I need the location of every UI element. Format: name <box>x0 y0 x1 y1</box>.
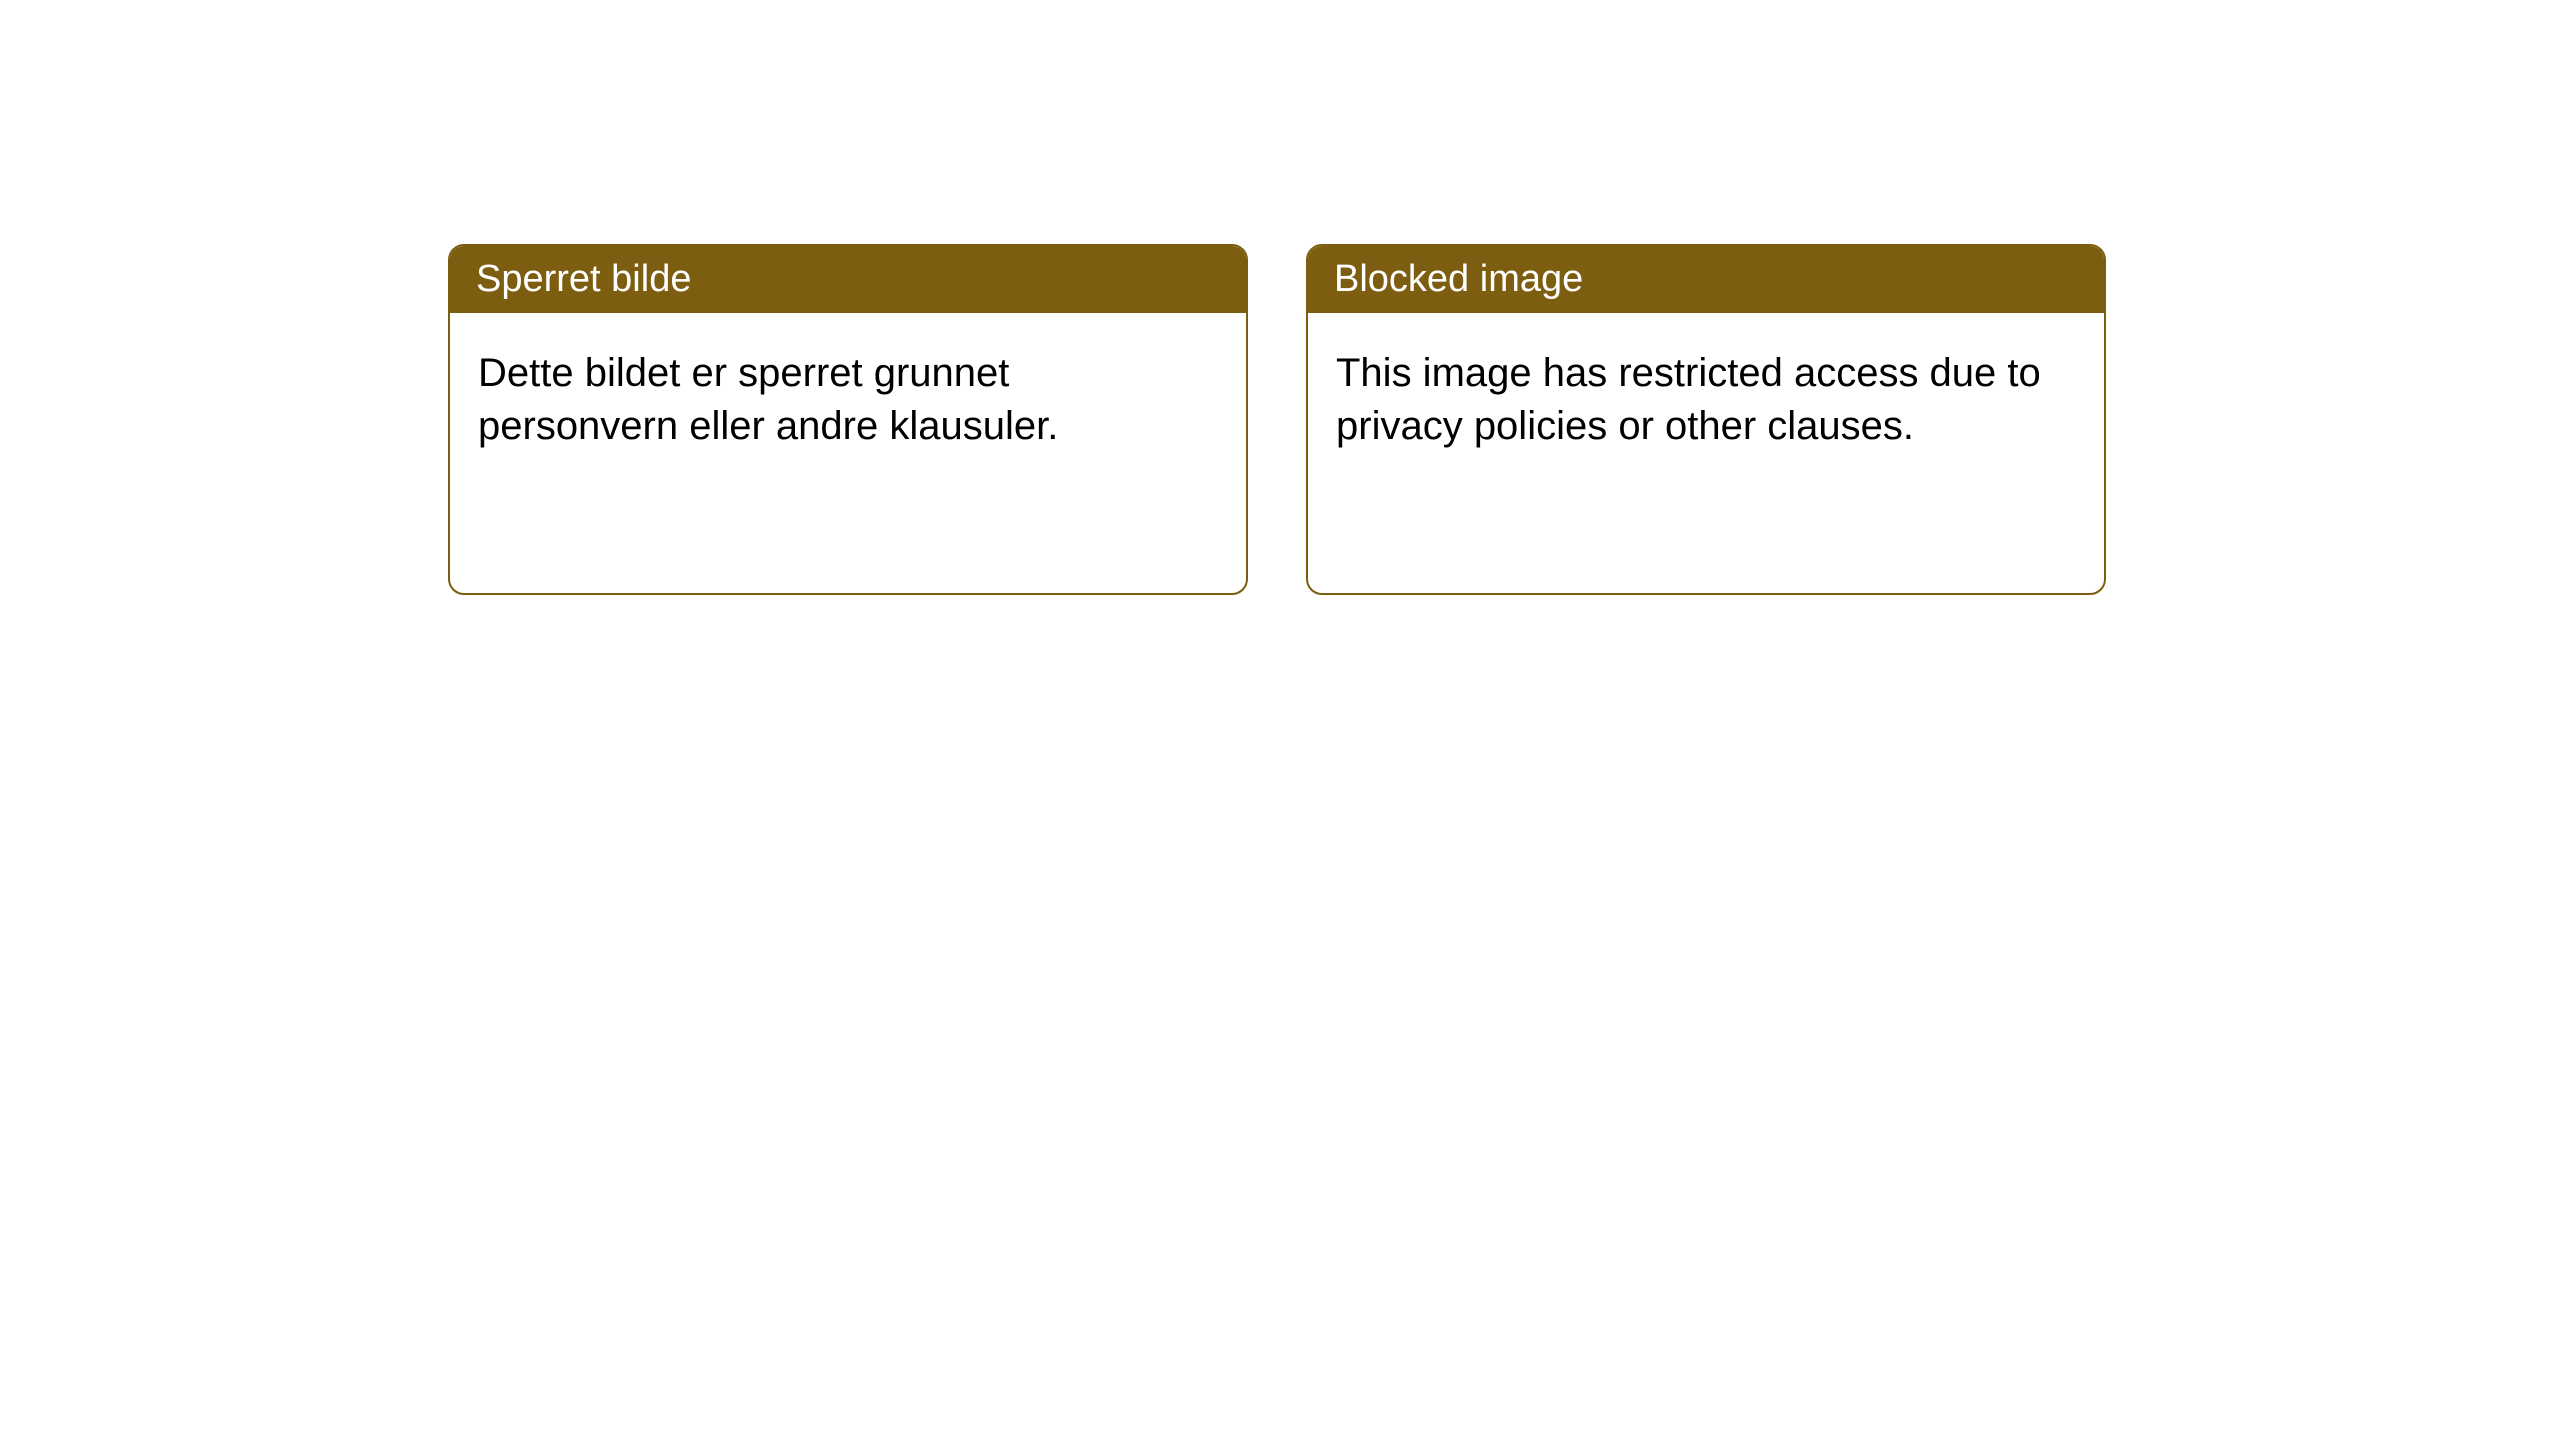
notice-card-english: Blocked image This image has restricted … <box>1306 244 2106 595</box>
notice-header-english: Blocked image <box>1308 246 2104 313</box>
notice-header-norwegian: Sperret bilde <box>450 246 1246 313</box>
notice-body-english: This image has restricted access due to … <box>1308 313 2104 593</box>
notice-container: Sperret bilde Dette bildet er sperret gr… <box>448 244 2106 595</box>
notice-card-norwegian: Sperret bilde Dette bildet er sperret gr… <box>448 244 1248 595</box>
notice-body-norwegian: Dette bildet er sperret grunnet personve… <box>450 313 1246 593</box>
